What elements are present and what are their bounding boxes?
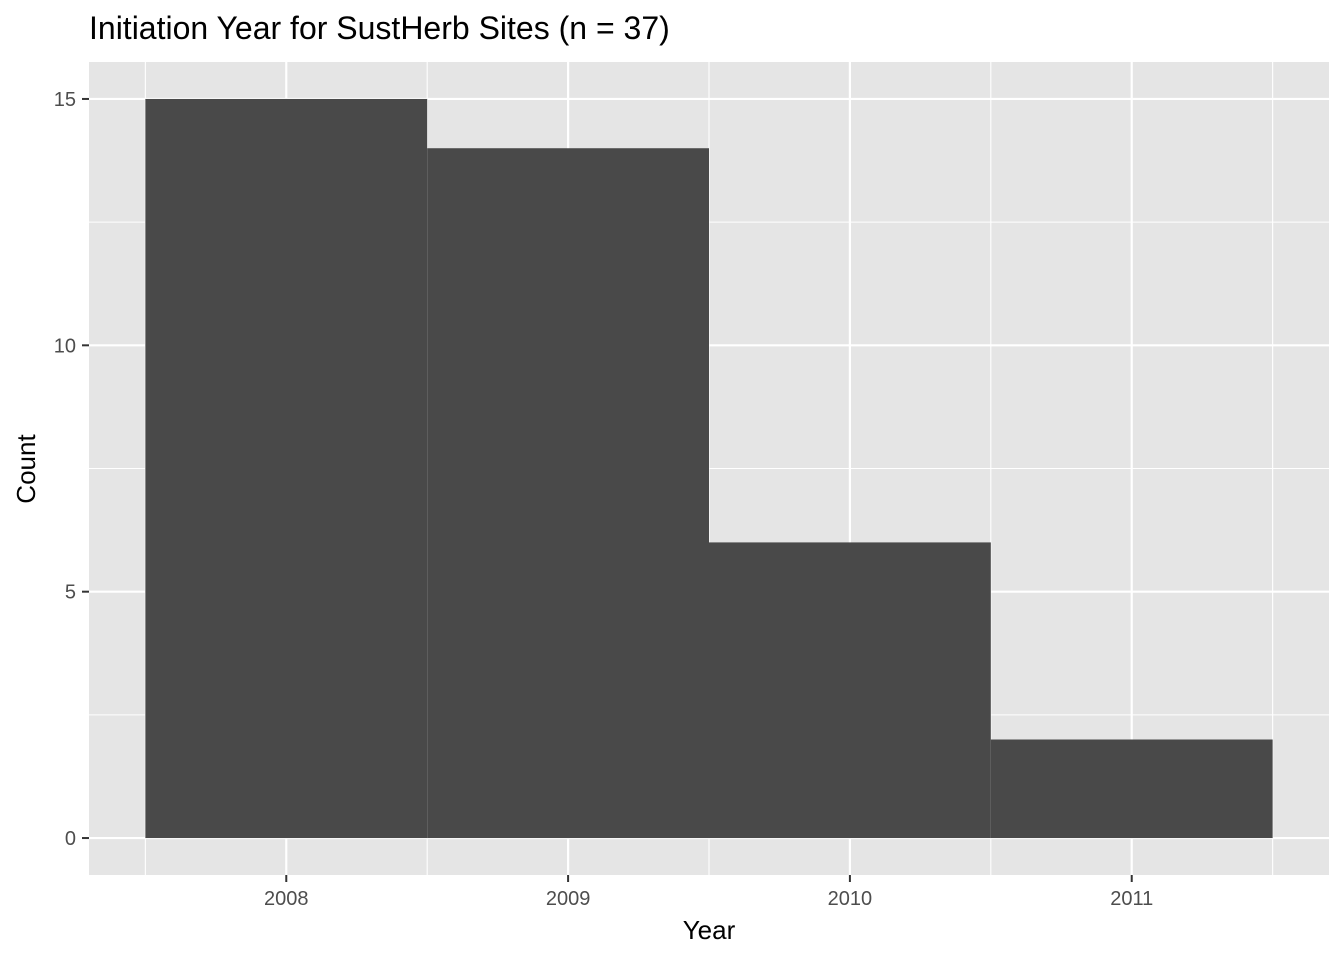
- bars: [145, 98, 1273, 839]
- x-tick-label: 2010: [828, 888, 873, 910]
- y-tick-label: 15: [54, 89, 76, 111]
- x-tick-label: 2011: [1110, 888, 1153, 910]
- y-tick-label: 10: [54, 335, 76, 357]
- x-tick-label: 2008: [264, 888, 309, 910]
- bar-2008: [145, 98, 428, 839]
- x-tick-label: 2009: [546, 888, 591, 910]
- y-tick-label: 5: [65, 582, 76, 604]
- y-tick-label: 0: [65, 828, 76, 850]
- y-axis-label: Count: [11, 434, 41, 504]
- bar-2009: [427, 148, 709, 839]
- x-axis-label: Year: [683, 915, 736, 945]
- bar-2010: [709, 542, 991, 839]
- chart-title: Initiation Year for SustHerb Sites (n = …: [89, 10, 670, 46]
- x-axis-ticks: 2008 2009 2010 2011: [264, 875, 1153, 910]
- y-axis-ticks: 0 5 10 15: [54, 89, 89, 850]
- bar-2011: [990, 739, 1273, 839]
